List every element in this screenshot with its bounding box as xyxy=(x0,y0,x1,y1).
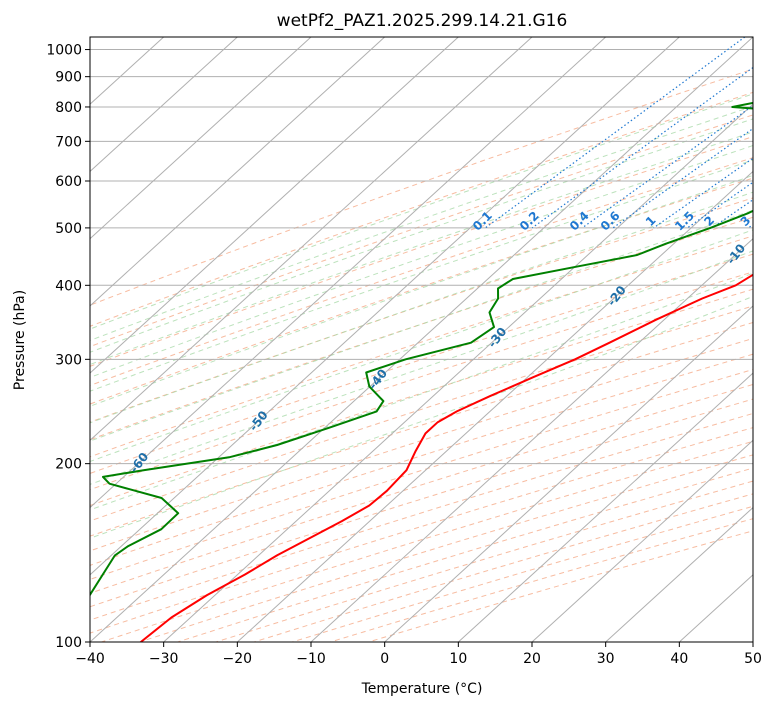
x-axis-label: Temperature (°C) xyxy=(361,681,483,697)
isotherm-line xyxy=(457,372,753,642)
isotherm-line xyxy=(90,37,607,509)
moist-adiabat xyxy=(90,174,753,407)
isotherm-line xyxy=(163,103,753,642)
mixing-ratio-line xyxy=(612,127,753,229)
moist-adiabat xyxy=(90,209,753,442)
isotherm-line xyxy=(310,237,753,642)
x-tick-label: 20 xyxy=(523,651,541,667)
x-tick-label: 0 xyxy=(380,651,389,667)
moist-adiabat xyxy=(90,159,753,392)
y-tick-label: 700 xyxy=(55,134,82,150)
x-tick-label: 50 xyxy=(744,651,762,667)
dry-adiabat xyxy=(90,114,753,348)
y-axis: 100 200 300 400 500 600 700 800 900 1000 xyxy=(46,43,90,651)
isotherm-line xyxy=(90,37,312,240)
moist-adiabat xyxy=(90,144,753,378)
x-tick-label: 40 xyxy=(670,651,688,667)
grid-layer xyxy=(90,37,753,642)
isotherm-line xyxy=(605,506,753,642)
isotherm-line xyxy=(531,439,753,642)
moist-adiabat xyxy=(90,105,753,342)
y-tick-label: 400 xyxy=(55,278,82,294)
dry-adiabat xyxy=(90,235,753,458)
x-axis: −40 −30 −20 −10 0 10 20 30 40 50 xyxy=(75,642,762,667)
dry-adiabat xyxy=(90,271,753,491)
y-tick-label: 900 xyxy=(55,70,82,86)
dry-adiabat xyxy=(101,440,753,642)
dry-adiabat xyxy=(90,91,753,327)
temperature-profile xyxy=(140,273,753,642)
mixing-ratio-line xyxy=(484,37,746,229)
y-tick-label: 100 xyxy=(55,635,82,651)
moist-adiabat xyxy=(90,191,753,424)
y-tick-label: 500 xyxy=(55,221,82,237)
x-tick-label: 10 xyxy=(449,651,467,667)
y-tick-label: 600 xyxy=(55,174,82,190)
dry-adiabat xyxy=(177,467,753,642)
dry-adiabat xyxy=(90,157,753,387)
y-tick-label: 200 xyxy=(55,457,82,473)
x-tick-label: −10 xyxy=(296,651,326,667)
moist-adiabat xyxy=(90,250,753,485)
isotherm-line xyxy=(90,37,533,442)
isotherm-line xyxy=(90,37,459,374)
isotherm-line xyxy=(90,37,386,307)
chart-title: wetPf2_PAZ1.2025.299.14.21.G16 xyxy=(277,11,568,31)
moist-adiabat xyxy=(90,93,753,330)
dry-adiabat xyxy=(90,136,753,367)
isotherm-line xyxy=(384,305,753,642)
dry-adiabat xyxy=(254,493,753,642)
dry-adiabat xyxy=(90,288,753,507)
plot-frame xyxy=(89,36,754,643)
dry-adiabat xyxy=(368,530,753,642)
y-tick-label: 1000 xyxy=(46,43,82,59)
dry-adiabat xyxy=(215,480,753,642)
dry-adiabat xyxy=(292,505,753,642)
y-axis-label: Pressure (hPa) xyxy=(12,290,28,390)
x-tick-label: −40 xyxy=(75,651,105,667)
y-tick-label: 300 xyxy=(55,352,82,368)
isotherm-line xyxy=(236,170,753,642)
x-tick-label: −30 xyxy=(149,651,179,667)
dewpoint-profile xyxy=(90,101,753,597)
dry-adiabat xyxy=(90,383,753,594)
x-tick-label: 30 xyxy=(597,651,615,667)
moist-adiabat xyxy=(90,272,753,511)
dry-adiabat xyxy=(90,337,753,552)
moist-adiabat xyxy=(90,131,753,366)
dry-adiabat xyxy=(90,412,753,621)
isotherm-line xyxy=(90,37,238,173)
moist-adiabat xyxy=(90,229,753,463)
series-layer xyxy=(90,101,753,642)
dry-adiabat xyxy=(90,353,753,566)
mixing-ratio-line xyxy=(653,157,753,229)
mixing-ratio-line xyxy=(581,104,753,229)
isotherm-line xyxy=(90,37,680,576)
x-tick-label: −20 xyxy=(223,651,253,667)
y-tick-label: 800 xyxy=(55,100,82,116)
isotherm-line xyxy=(90,37,753,642)
